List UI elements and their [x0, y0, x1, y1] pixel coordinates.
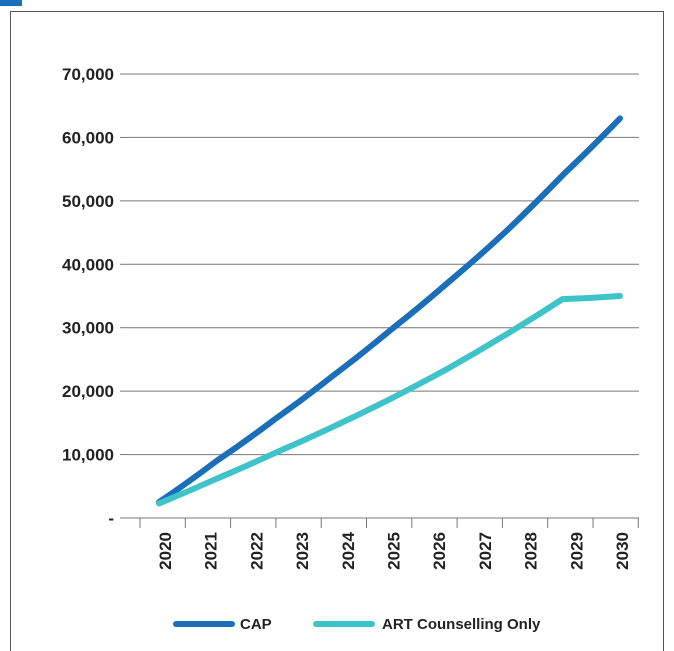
y-tick-label: 50,000 — [62, 192, 114, 211]
x-tick-label: 2022 — [247, 532, 266, 570]
y-tick-label: 20,000 — [62, 382, 114, 401]
legend-label: CAP — [240, 616, 272, 633]
corner-accent — [0, 0, 22, 6]
legend-label: ART Counselling Only — [382, 616, 541, 633]
x-tick-label: 2021 — [202, 532, 221, 570]
series-line-art-counselling — [156, 293, 623, 507]
chart-frame — [10, 11, 664, 651]
y-tick-label: 40,000 — [62, 255, 114, 274]
x-tick-label: 2030 — [613, 532, 632, 570]
x-tick-label: 2026 — [430, 532, 449, 570]
series-line-cap — [156, 115, 623, 506]
x-tick-label: 2029 — [567, 532, 586, 570]
y-tick-label: 70,000 — [62, 65, 114, 84]
x-tick-label: 2027 — [476, 532, 495, 570]
x-tick-label: 2023 — [293, 532, 312, 570]
x-tick-label: 2024 — [339, 531, 358, 569]
y-tick-label: 10,000 — [62, 446, 114, 465]
y-tick-label: - — [108, 509, 114, 528]
y-tick-label: 60,000 — [62, 128, 114, 147]
x-tick-label: 2020 — [156, 532, 175, 570]
x-tick-label: 2025 — [385, 532, 404, 570]
y-tick-label: 30,000 — [62, 319, 114, 338]
x-tick-label: 2028 — [522, 532, 541, 570]
